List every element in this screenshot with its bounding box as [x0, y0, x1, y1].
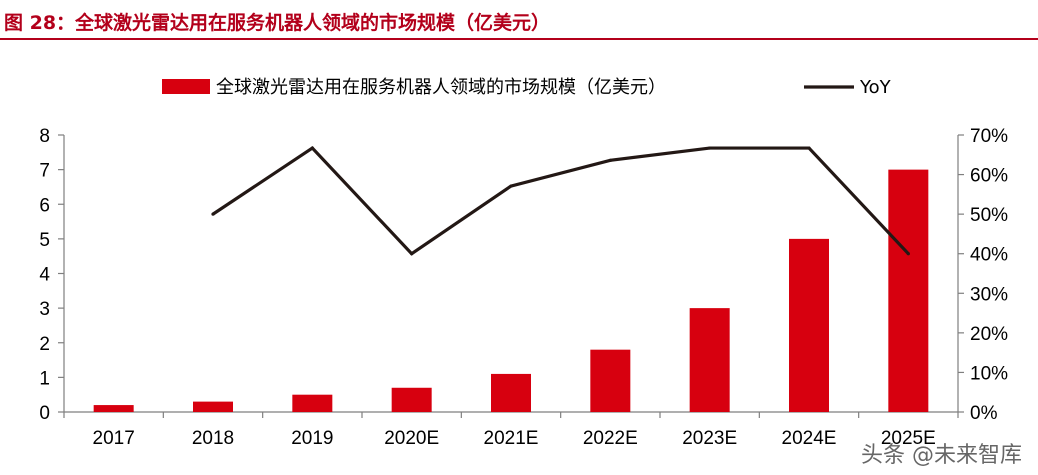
- right-y-tick-label: 60%: [970, 166, 1008, 187]
- bar-2020E: [391, 387, 432, 412]
- figure-title: 图 28：全球激光雷达用在服务机器人领域的市场规模（亿美元）: [4, 12, 551, 34]
- right-y-tick-label: 70%: [970, 126, 1008, 147]
- legend: 全球激光雷达用在服务机器人领域的市场规模（亿美元） YoY: [162, 77, 892, 98]
- yoy-line: [212, 145, 910, 256]
- bar-2023E: [689, 308, 730, 412]
- x-tick-labels: 2017 2018 2019 2020E 2021E 2022E 2023E 2024E 202…: [93, 428, 936, 449]
- x-tick-label: 2020E: [384, 428, 439, 449]
- left-y-tick-label: 7: [39, 161, 50, 182]
- yoy-point-2025E: [906, 252, 910, 256]
- right-y-tick-label: 50%: [970, 205, 1008, 226]
- legend-line-label: YoY: [859, 77, 892, 98]
- x-tick-label: 2025E: [881, 428, 936, 449]
- x-tick-label: 2019: [291, 428, 333, 449]
- right-y-tick-label: 30%: [970, 284, 1008, 305]
- legend-bar-label: 全球激光雷达用在服务机器人领域的市场规模（亿美元）: [216, 77, 666, 98]
- bar-2025E: [888, 169, 929, 412]
- x-tick-label: 2021E: [484, 428, 539, 449]
- right-y-tick-label: 10%: [970, 363, 1008, 384]
- legend-bar-swatch: [162, 79, 210, 94]
- x-tick-label: 2018: [192, 428, 234, 449]
- bar-series: [93, 169, 929, 412]
- right-y-tick-labels: 0% 10% 20% 30% 40% 50% 60% 70%: [970, 126, 1008, 424]
- yoy-point-2019: [310, 146, 314, 150]
- left-y-tick-label: 4: [39, 265, 50, 286]
- x-tick-label: 2022E: [583, 428, 638, 449]
- left-y-tick-label: 6: [39, 195, 50, 216]
- yoy-point-2020E: [410, 252, 414, 256]
- watermark: 头条 @未来智库: [861, 443, 1022, 468]
- left-y-tick-label: 1: [39, 368, 50, 389]
- yoy-point-2018: [211, 212, 215, 216]
- bar-2021E: [491, 373, 531, 412]
- bar-2022E: [590, 349, 631, 412]
- yoy-point-2023E: [708, 146, 712, 150]
- left-y-tick-label: 8: [39, 126, 50, 147]
- left-y-tick-label: 2: [39, 334, 50, 355]
- right-y-tick-label: 20%: [970, 324, 1008, 345]
- line-series: [211, 145, 910, 256]
- yoy-point-2024E: [807, 146, 811, 150]
- bar-2019: [292, 394, 333, 412]
- bar-2017: [93, 405, 134, 412]
- left-y-tick-labels: 0 1 2 3 4 5 6 7 8: [39, 126, 50, 424]
- bar-2018: [193, 401, 233, 412]
- x-tick-label: 2024E: [782, 428, 837, 449]
- title-rule: [0, 38, 1038, 40]
- left-y-tick-label: 5: [39, 230, 50, 251]
- x-tick-label: 2023E: [682, 428, 737, 449]
- bar-2024E: [789, 238, 829, 412]
- left-y-tick-label: 3: [39, 299, 50, 320]
- right-y-tick-label: 40%: [970, 245, 1008, 266]
- yoy-point-2022E: [608, 158, 612, 162]
- left-y-tick-label: 0: [39, 403, 50, 424]
- yoy-point-2021E: [509, 184, 513, 188]
- right-y-tick-label: 0%: [970, 403, 998, 424]
- x-tick-label: 2017: [93, 428, 135, 449]
